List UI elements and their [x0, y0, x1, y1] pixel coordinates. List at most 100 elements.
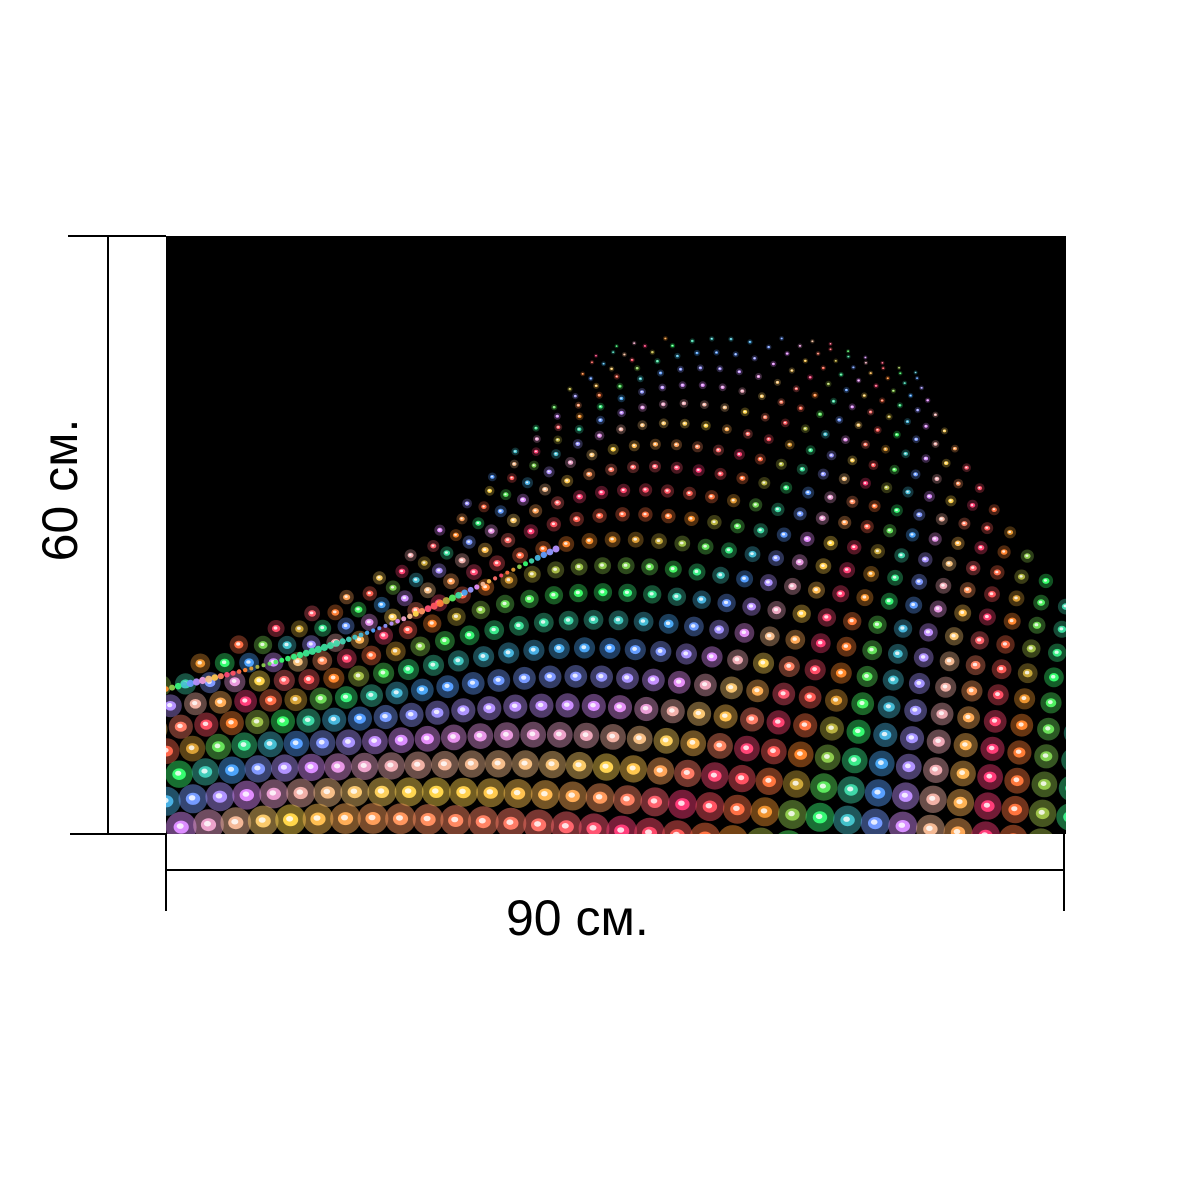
led-highlight	[431, 544, 435, 547]
led-highlight	[356, 607, 360, 611]
led-highlight	[932, 766, 938, 772]
led-highlight	[377, 576, 381, 579]
led-highlight	[242, 698, 248, 703]
led-highlight	[444, 683, 450, 688]
led-highlight	[649, 592, 654, 596]
led-highlight	[845, 389, 847, 391]
led-highlight	[689, 517, 693, 520]
led-highlight	[476, 521, 480, 524]
led-highlight	[407, 712, 414, 717]
led-highlight	[855, 728, 861, 734]
led-highlight	[935, 477, 938, 480]
led-highlight	[799, 345, 801, 347]
led-ridge-dot	[480, 581, 486, 587]
led-highlight	[723, 600, 729, 605]
led-highlight	[432, 788, 439, 794]
led-highlight	[641, 406, 644, 408]
led-highlight	[788, 810, 795, 817]
led-grid-canvas	[166, 236, 1066, 834]
led-highlight	[392, 648, 398, 653]
led-highlight	[798, 512, 802, 515]
led-highlight	[485, 705, 492, 710]
led-highlight	[600, 563, 604, 567]
led-ridge-dot	[205, 675, 213, 683]
led-highlight	[662, 737, 669, 743]
led-highlight	[578, 415, 581, 417]
led-highlight	[368, 814, 376, 821]
led-highlight	[946, 658, 952, 663]
led-ridge-dot	[169, 684, 176, 691]
led-ridge-dot	[442, 597, 450, 605]
led-highlight	[425, 588, 430, 592]
led-highlight	[295, 659, 300, 663]
led-highlight	[609, 733, 616, 739]
led-highlight	[279, 718, 285, 723]
led-highlight	[938, 711, 945, 716]
led-highlight	[516, 623, 521, 627]
led-highlight	[956, 541, 960, 545]
led-highlight	[574, 395, 576, 397]
led-highlight	[953, 828, 961, 834]
led-highlight	[916, 579, 921, 583]
led-highlight	[460, 517, 463, 520]
led-highlight	[784, 421, 786, 424]
led-highlight	[956, 799, 963, 805]
led-highlight	[590, 377, 592, 379]
led-highlight	[749, 341, 751, 343]
led-highlight	[884, 448, 887, 450]
led-ridge-dot	[291, 653, 297, 660]
led-highlight	[1028, 646, 1033, 650]
led-highlight	[430, 662, 436, 667]
led-ridge-dot	[418, 608, 426, 615]
led-highlight	[319, 658, 324, 662]
led-highlight	[491, 475, 493, 478]
led-highlight	[506, 819, 514, 825]
led-ridge-dot	[499, 573, 504, 578]
led-highlight	[405, 666, 411, 671]
led-highlight	[872, 463, 875, 466]
led-highlight	[617, 827, 625, 833]
led-highlight	[532, 464, 535, 467]
led-highlight	[393, 690, 399, 695]
led-highlight	[882, 367, 884, 369]
led-highlight	[318, 739, 325, 745]
led-highlight	[513, 789, 521, 796]
width-dimension-label: 90 см.	[506, 890, 649, 946]
led-highlight	[296, 789, 304, 795]
led-ridge-dot	[296, 651, 304, 659]
led-highlight	[811, 340, 813, 342]
led-highlight	[631, 359, 633, 361]
led-highlight	[818, 413, 821, 415]
led-glow	[1029, 828, 1053, 834]
led-highlight	[482, 505, 485, 508]
led-highlight	[904, 382, 906, 384]
led-ridge-dot	[352, 634, 358, 640]
led-ridge-dot	[243, 667, 248, 673]
led-highlight	[792, 637, 797, 641]
led-dot	[978, 829, 993, 834]
led-highlight	[643, 488, 647, 491]
led-highlight	[842, 477, 846, 480]
led-highlight	[741, 630, 746, 634]
led-highlight	[292, 740, 299, 746]
led-highlight	[800, 467, 804, 470]
led-highlight	[368, 653, 373, 657]
led-highlight	[965, 714, 971, 719]
led-highlight	[529, 731, 536, 737]
led-highlight	[676, 355, 678, 357]
led-highlight	[553, 567, 557, 571]
led-highlight	[599, 490, 603, 494]
led-highlight	[962, 742, 968, 747]
led-highlight	[491, 627, 496, 632]
led-highlight	[651, 351, 653, 353]
led-ridge-dot	[358, 632, 364, 638]
led-highlight	[893, 468, 896, 471]
led-highlight	[737, 453, 741, 455]
led-highlight	[786, 663, 792, 668]
led-highlight	[920, 655, 926, 659]
led-highlight	[350, 788, 358, 794]
led-highlight	[548, 761, 555, 767]
led-highlight	[533, 509, 537, 512]
led-highlight	[471, 570, 476, 573]
